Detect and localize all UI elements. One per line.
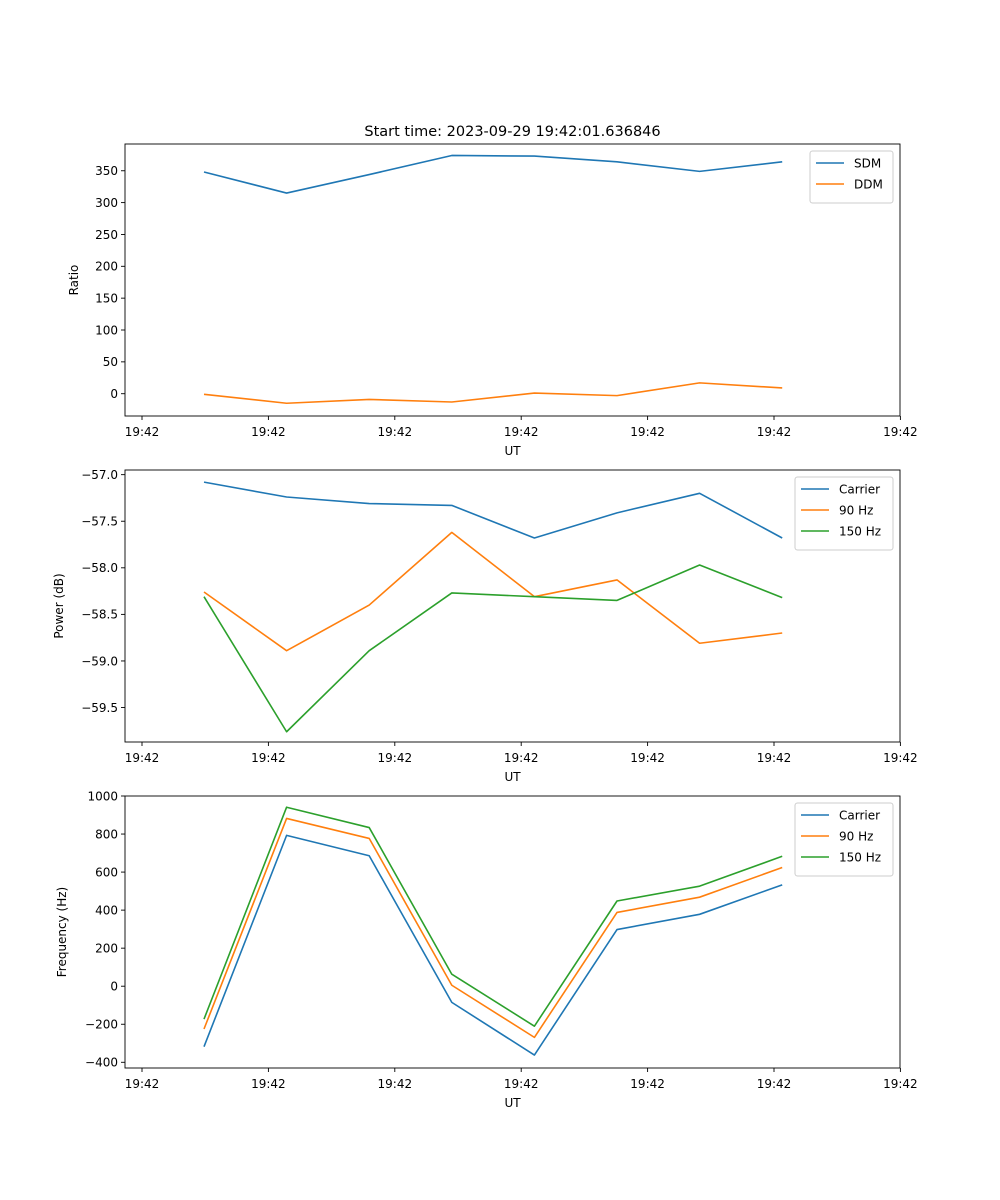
figure-title: Start time: 2023-09-29 19:42:01.636846 — [364, 124, 660, 140]
y-tick-label: −58.0 — [81, 561, 118, 575]
x-tick-label: 19:42 — [378, 425, 413, 439]
legend-entry: Carrier — [839, 808, 880, 822]
x-tick-label: 19:42 — [757, 425, 792, 439]
x-tick-label: 19:42 — [630, 425, 665, 439]
legend: Carrier 90 Hz 150 Hz — [794, 802, 894, 877]
axes-frame — [124, 469, 901, 743]
x-tick-label: 19:42 — [378, 751, 413, 765]
y-tick-label: 250 — [95, 228, 118, 242]
y-tick-label: −59.0 — [81, 654, 118, 668]
y-axis-label: Frequency (Hz) — [55, 887, 69, 978]
y-tick-label: 400 — [95, 903, 118, 917]
y-tick-label: 200 — [95, 260, 118, 274]
x-tick-label: 19:42 — [504, 1077, 539, 1091]
y-tick-label: 300 — [95, 196, 118, 210]
subplot-1: 19:4219:4219:4219:4219:4219:4219:4219:43… — [67, 143, 918, 458]
legend-entry: SDM — [854, 156, 881, 170]
x-tick-label: 19:42 — [883, 425, 918, 439]
y-tick-label: 800 — [95, 827, 118, 841]
x-tick-label: 19:42 — [251, 751, 286, 765]
x-tick-label: 19:42 — [251, 1077, 286, 1091]
legend-entry: Carrier — [839, 482, 880, 496]
y-tick-label: 1000 — [87, 789, 118, 803]
series-line-150-hz — [203, 806, 783, 1027]
x-axis-label: UT — [504, 1096, 521, 1110]
x-tick-label: 19:42 — [125, 751, 160, 765]
x-axis-label: UT — [504, 770, 521, 784]
legend: SDM DDM — [809, 150, 894, 204]
x-axis-label: UT — [504, 444, 521, 458]
series-line-150-hz — [203, 564, 783, 733]
y-tick-label: −58.5 — [81, 608, 118, 622]
legend: Carrier 90 Hz 150 Hz — [794, 476, 894, 551]
x-tick-label: 19:42 — [251, 425, 286, 439]
series-line-90-hz — [203, 531, 783, 652]
y-tick-label: −200 — [85, 1018, 118, 1032]
x-tick-label: 19:42 — [757, 751, 792, 765]
series-line-90-hz — [203, 817, 783, 1039]
x-tick-label: 19:42 — [757, 1077, 792, 1091]
y-tick-label: −57.5 — [81, 515, 118, 529]
x-tick-label: 19:42 — [883, 751, 918, 765]
y-tick-label: −400 — [85, 1056, 118, 1070]
legend-entry: 90 Hz — [839, 829, 873, 843]
subplot-3: 19:4219:4219:4219:4219:4219:4219:4219:43… — [55, 789, 918, 1110]
legend-entry: 150 Hz — [839, 524, 881, 538]
x-tick-label: 19:42 — [125, 425, 160, 439]
y-tick-label: −59.5 — [81, 701, 118, 715]
x-tick-label: 19:42 — [125, 1077, 160, 1091]
x-tick-label: 19:42 — [630, 751, 665, 765]
series-line-carrier — [203, 834, 783, 1056]
legend-entry: DDM — [854, 177, 883, 191]
y-tick-label: 200 — [95, 941, 118, 955]
y-axis-label: Power (dB) — [52, 573, 66, 638]
legend-entry: 90 Hz — [839, 503, 873, 517]
axes-frame — [124, 795, 901, 1069]
y-tick-label: −57.0 — [81, 468, 118, 482]
y-axis-label: Ratio — [67, 265, 81, 296]
axes-frame — [124, 143, 901, 417]
subplots: 19:4219:4219:4219:4219:4219:4219:4219:43… — [52, 143, 918, 1110]
y-tick-label: 150 — [95, 291, 118, 305]
x-tick-label: 19:42 — [883, 1077, 918, 1091]
series-line-carrier — [203, 481, 783, 539]
y-tick-label: 50 — [103, 355, 118, 369]
y-tick-label: 100 — [95, 323, 118, 337]
x-tick-label: 19:42 — [378, 1077, 413, 1091]
y-tick-label: 0 — [110, 980, 118, 994]
legend-entry: 150 Hz — [839, 850, 881, 864]
subplot-2: 19:4219:4219:4219:4219:4219:4219:4219:43… — [52, 468, 918, 784]
x-tick-label: 19:42 — [504, 425, 539, 439]
x-tick-label: 19:42 — [630, 1077, 665, 1091]
legend-box — [809, 150, 894, 204]
series-line-ddm — [203, 382, 783, 405]
y-tick-label: 0 — [110, 387, 118, 401]
series-line-sdm — [203, 154, 783, 194]
x-tick-label: 19:42 — [504, 751, 539, 765]
y-tick-label: 600 — [95, 865, 118, 879]
y-tick-label: 350 — [95, 164, 118, 178]
